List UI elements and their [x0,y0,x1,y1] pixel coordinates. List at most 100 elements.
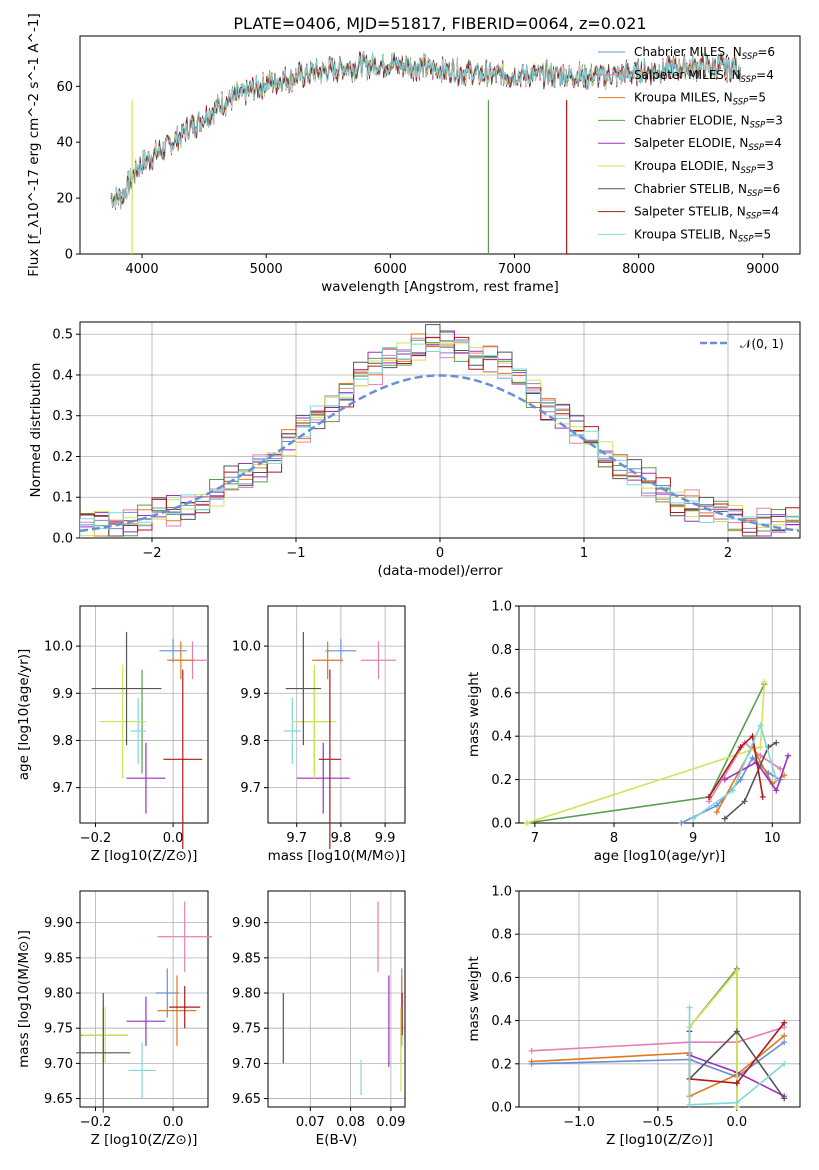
weight-marker [781,1032,788,1039]
axes-frame [79,35,801,255]
y-tick-label: 9.75 [44,1022,73,1037]
x-tick-label: −0.2 [80,1115,112,1130]
x-tick-label: 7000 [498,262,531,277]
y-tick-label: 40 [56,136,73,151]
weight-marker [733,967,740,974]
x-tick-label: −2 [142,546,161,561]
weight-line [680,756,781,824]
weight-marker [781,1095,788,1102]
y-tick-label: 0.4 [52,368,73,383]
legend-entry: 𝒩(0, 1) [740,337,784,351]
axes-frame [79,321,801,539]
weight-marker [713,802,720,809]
y-tick-label: 0.2 [491,773,512,788]
x-tick-label: 1 [580,546,588,561]
y-tick-label: 20 [56,192,73,207]
y-axis-label: age [log10(age/yr)] [16,649,32,781]
weight-line [692,723,778,820]
weight-marker [773,739,780,746]
weight-marker [733,1099,740,1106]
x-tick-label: 10 [764,831,781,846]
weight-line [531,1041,785,1078]
x-tick-label: −1 [286,546,305,561]
y-tick-label: 0.8 [491,928,512,943]
y-tick-label: 9.90 [44,916,73,931]
weight-marker [749,733,756,740]
y-tick-label: 9.65 [44,1092,73,1107]
y-tick-label: 0.2 [491,1057,512,1072]
x-tick-label: 0.0 [163,831,184,846]
weight-marker [737,776,744,783]
weight-marker [528,1047,535,1054]
y-tick-label: 60 [56,80,73,95]
weight-line [526,681,766,824]
axes-frame [267,890,406,1108]
legend-entry: Kroupa STELIB, NSSP=5 [634,227,771,244]
y-tick-label: 0.8 [491,643,512,658]
y-tick-label: 10.0 [232,640,261,655]
y-tick-label: 0.1 [52,491,73,506]
x-tick-label: 9.9 [375,831,396,846]
y-tick-label: 9.70 [232,1057,261,1072]
y-tick-label: 0.3 [52,409,73,424]
x-axis-label: E(B-V) [316,1132,358,1148]
y-tick-label: 9.90 [232,916,261,931]
weight-marker [678,820,685,826]
x-tick-label: 0.07 [296,1115,325,1130]
x-axis-label: Z [log10(Z/Z⊙)] [91,1132,198,1148]
y-tick-label: 9.75 [232,1022,261,1037]
normal-curve [79,374,801,533]
spectrum-line [110,51,741,210]
y-tick-label: 0 [65,248,73,263]
axes-frame [79,605,209,824]
y-tick-label: 9.8 [240,734,261,749]
legend-entry: Chabrier MILES, NSSP=6 [634,45,775,62]
x-tick-label: 5000 [250,262,283,277]
weight-marker [733,1080,740,1087]
weight-marker [773,776,780,783]
weight-marker [741,798,748,805]
y-tick-label: 0.5 [52,328,73,343]
y-axis-label: Normed distribution [28,363,44,498]
weight-marker [705,793,712,800]
y-tick-label: 0.6 [491,971,512,986]
y-tick-label: 9.65 [232,1092,261,1107]
y-tick-label: 0.0 [491,817,512,832]
legend: Chabrier MILES, NSSP=6 Salpeter MILES, NS… [598,45,783,244]
weight-marker [785,752,792,759]
weight-marker [757,752,764,759]
weight-marker [749,754,756,761]
y-axis-label: Flux [f_λ10^-17 erg cm^-2 s^-1 A^-1] [26,13,42,276]
weight-marker [713,809,720,816]
weight-line [708,734,764,798]
y-tick-label: 0.0 [52,532,73,547]
weight-marker [528,1058,535,1065]
y-tick-label: 0.2 [52,450,73,465]
y-tick-label: 9.70 [44,1057,73,1072]
y-axis-label: mass [log10(M/M⊙)] [16,930,32,1068]
x-tick-label: −0.2 [80,831,112,846]
x-tick-label: 7 [531,831,539,846]
x-tick-label: −0.5 [642,1115,674,1130]
axes-residual-histogram: −2 −1 0 1 2 0.0 0.1 0.2 0.3 0.4 0.5 (data-model)/er… [28,321,801,579]
weight-marker [690,815,697,822]
legend-entry: Salpeter STELIB, NSSP=4 [634,205,779,222]
legend-entry: Kroupa ELODIE, NSSP=3 [634,159,774,176]
histogram-series [80,340,800,538]
weight-marker [759,793,766,800]
weight-marker [773,787,780,794]
axes-frame [79,890,209,1108]
y-tick-label: 9.8 [52,734,73,749]
axes-mass-weight-vs-age: 7 8 9 10 0.0 0.2 0.4 0.6 0.8 1.0 age [log10(age/yr… [466,600,801,864]
weight-marker [733,1028,740,1035]
y-tick-label: 0.0 [491,1101,512,1116]
weight-marker [721,776,728,783]
y-tick-label: 10.0 [44,640,73,655]
x-axis-label: Z [log10(Z/Z⊙)] [606,1132,713,1148]
y-axis-label: mass weight [466,956,482,1041]
x-tick-label: 0.0 [163,1115,184,1130]
x-tick-label: 6000 [374,262,407,277]
figure-title: PLATE=0406, MJD=51817, FIBERID=0064, z=0… [233,14,646,33]
x-tick-label: 9 [689,831,697,846]
y-tick-label: 9.7 [52,781,73,796]
